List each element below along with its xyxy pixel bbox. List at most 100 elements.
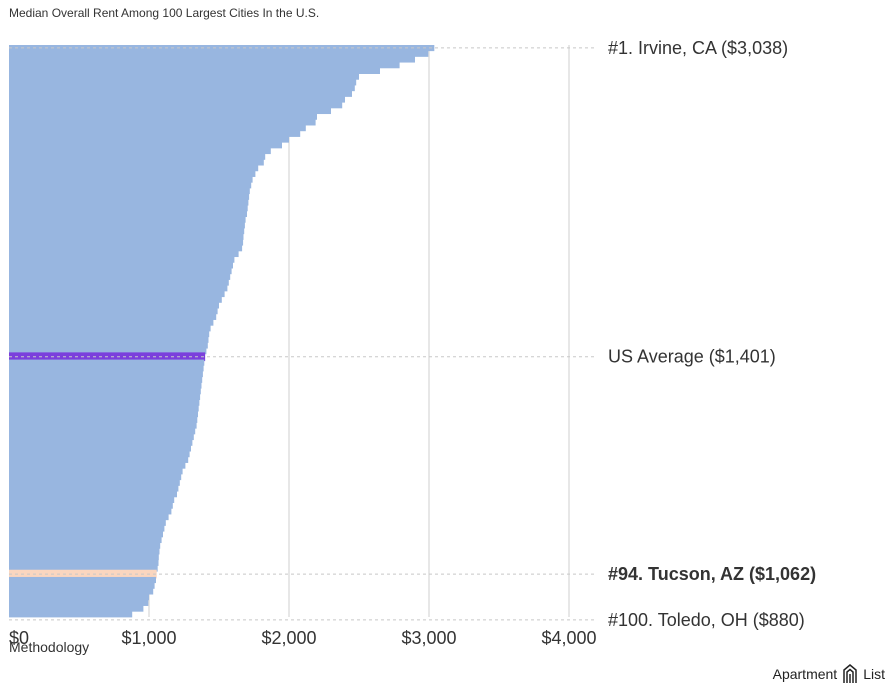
- bar-61: [9, 393, 201, 401]
- bar-8: [9, 90, 352, 97]
- bar-17: [9, 142, 282, 149]
- bar-38: [9, 262, 233, 269]
- bar-33: [9, 233, 244, 240]
- bar-52: [9, 342, 208, 349]
- bar-74: [9, 468, 183, 475]
- bar-68: [9, 433, 194, 441]
- bar-69: [9, 439, 193, 446]
- bar-67: [9, 428, 196, 435]
- bar-26: [9, 193, 250, 200]
- bar-66: [9, 422, 197, 429]
- bar-75: [9, 474, 182, 481]
- bar-65: [9, 416, 198, 423]
- bar-9: [9, 96, 345, 103]
- chart-title: Median Overall Rent Among 100 Largest Ci…: [9, 6, 320, 20]
- bar-12: [9, 113, 317, 120]
- bar-7: [9, 85, 355, 92]
- bar-41: [9, 279, 229, 286]
- bar-49: [9, 325, 211, 332]
- bar-25: [9, 188, 250, 195]
- apartment-list-logo-icon: [843, 664, 857, 683]
- bar-80: [9, 502, 173, 509]
- bar-32: [9, 228, 245, 235]
- bar-2: [9, 56, 415, 63]
- bar-10: [9, 102, 343, 109]
- bar-3: [9, 62, 400, 69]
- bar-35: [9, 245, 243, 252]
- bar-4: [9, 67, 380, 74]
- bar-78: [9, 491, 177, 498]
- bar-18: [9, 147, 271, 155]
- bar-layer: [9, 45, 435, 618]
- bar-19: [9, 153, 266, 160]
- bar-99: [9, 611, 133, 618]
- bar-76: [9, 479, 180, 486]
- bar-55: [9, 359, 205, 366]
- bar-45: [9, 302, 219, 309]
- bar-22: [9, 170, 256, 177]
- bar-57: [9, 371, 203, 378]
- methodology-link[interactable]: Methodology: [9, 639, 90, 655]
- x-tick-label-4: $4,000: [541, 628, 596, 648]
- bar-53: [9, 348, 207, 355]
- bar-50: [9, 331, 210, 338]
- bar-70: [9, 445, 191, 452]
- bar-36: [9, 250, 239, 258]
- bar-90: [9, 559, 159, 566]
- bar-83: [9, 519, 166, 526]
- label-layer: #1. Irvine, CA ($3,038) US Average ($1,40…: [608, 38, 816, 630]
- bar-87: [9, 542, 161, 549]
- bar-64: [9, 411, 198, 418]
- bar-15: [9, 130, 301, 137]
- bar-46: [9, 308, 218, 315]
- bar-11: [9, 107, 331, 115]
- bar-21: [9, 165, 259, 172]
- bar-85: [9, 531, 163, 538]
- bar-29: [9, 210, 247, 217]
- bar-44: [9, 296, 222, 303]
- bar-42: [9, 285, 228, 292]
- bar-39: [9, 268, 232, 275]
- bar-71: [9, 451, 190, 458]
- apartment-list-logo[interactable]: Apartment List: [773, 664, 885, 684]
- bar-23: [9, 176, 253, 183]
- highlight-label-1: US Average ($1,401): [608, 347, 776, 367]
- bar-48: [9, 319, 214, 326]
- bar-31: [9, 222, 245, 229]
- bar-96: [9, 594, 149, 601]
- bar-59: [9, 382, 202, 389]
- bar-93: [9, 576, 156, 584]
- bar-6: [9, 79, 357, 86]
- bar-79: [9, 496, 175, 503]
- bar-13: [9, 119, 316, 126]
- bar-72: [9, 456, 189, 463]
- bar-51: [9, 336, 209, 343]
- bar-95: [9, 588, 154, 595]
- bar-97: [9, 599, 149, 606]
- bar-20: [9, 159, 264, 166]
- bar-91: [9, 565, 158, 572]
- bar-24: [9, 182, 252, 189]
- bar-43: [9, 290, 225, 298]
- bar-16: [9, 136, 289, 143]
- bar-88: [9, 548, 160, 555]
- x-tick-label-2: $2,000: [261, 628, 316, 648]
- bar-73: [9, 462, 186, 469]
- bar-77: [9, 485, 179, 492]
- bar-81: [9, 508, 172, 515]
- bar-27: [9, 199, 249, 206]
- bar-98: [9, 605, 144, 612]
- bar-58: [9, 376, 203, 383]
- bar-37: [9, 256, 235, 263]
- bar-28: [9, 205, 248, 212]
- bar-5: [9, 73, 359, 80]
- highlight-label-0: #1. Irvine, CA ($3,038): [608, 38, 788, 58]
- bar-60: [9, 388, 201, 395]
- bar-94: [9, 582, 155, 589]
- bar-56: [9, 365, 204, 372]
- x-tick-label-3: $3,000: [401, 628, 456, 648]
- brand-name-right: List: [863, 666, 885, 682]
- x-tick-label-1: $1,000: [121, 628, 176, 648]
- tick-layer: $0 $1,000 $2,000 $3,000 $4,000: [9, 628, 597, 648]
